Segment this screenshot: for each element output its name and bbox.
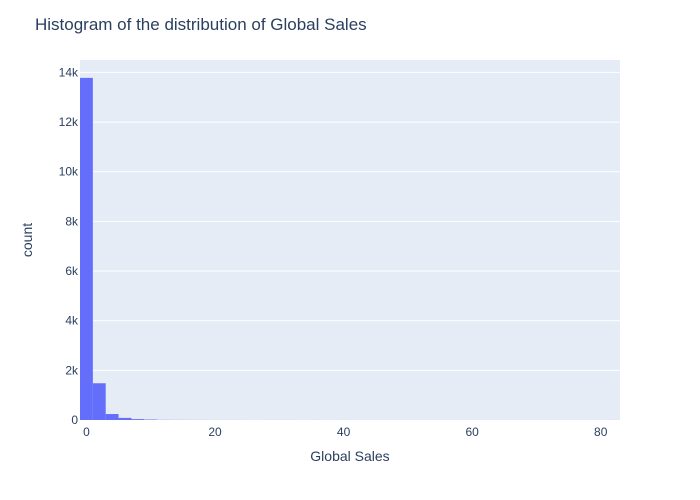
histogram-bar: [92, 383, 106, 420]
y-tick-label: 8k: [65, 214, 79, 228]
y-tick-label: 4k: [65, 314, 79, 328]
y-tick-label: 10k: [59, 165, 79, 179]
x-tick-label: 80: [594, 425, 608, 439]
x-tick-labels: 0 20 40 60 80: [83, 425, 608, 439]
y-tick-label: 2k: [65, 363, 79, 377]
y-axis-title: count: [19, 223, 35, 257]
plot-background: [80, 60, 620, 420]
chart-title: Histogram of the distribution of Global …: [35, 15, 367, 34]
y-grid-lines: [80, 71, 620, 371]
histogram-bars: [80, 77, 620, 421]
x-axis-title: Global Sales: [310, 448, 389, 464]
y-tick-labels: 0 2k 4k 6k 8k 10k 12k 14k: [59, 65, 79, 427]
y-tick-label: 6k: [65, 264, 79, 278]
histogram-bar: [131, 419, 145, 420]
x-tick-label: 0: [83, 425, 90, 439]
x-tick-label: 40: [337, 425, 351, 439]
x-tick-label: 60: [465, 425, 479, 439]
x-tick-label: 20: [208, 425, 222, 439]
histogram-bar: [105, 414, 119, 420]
y-tick-label: 14k: [59, 65, 79, 79]
y-tick-label: 12k: [59, 115, 79, 129]
histogram-bar: [80, 77, 93, 421]
y-tick-label: 0: [71, 413, 78, 427]
histogram-bar: [118, 417, 132, 420]
